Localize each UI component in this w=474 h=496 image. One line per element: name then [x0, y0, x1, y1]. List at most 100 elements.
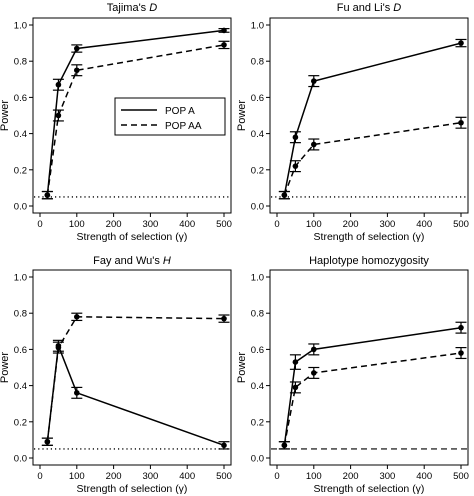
- x-tick-label: 500: [453, 471, 469, 482]
- chart-title-text: Tajima's: [107, 2, 149, 14]
- legend-label: POP A: [165, 106, 195, 117]
- x-tick-label: 400: [179, 219, 195, 230]
- y-tick-label: 0.0: [251, 454, 264, 465]
- series-line-pop-a: [283, 42, 462, 196]
- legend-label: POP AA: [165, 121, 202, 132]
- y-tick-label: 0.6: [251, 93, 264, 104]
- y-tick-label: 1.0: [14, 273, 27, 284]
- data-point: [221, 42, 227, 48]
- series-line-pop-aa: [283, 352, 462, 446]
- data-point: [221, 27, 227, 34]
- data-point: [458, 119, 464, 126]
- data-point: [74, 45, 80, 52]
- y-tick-label: 0.0: [14, 202, 27, 213]
- data-point: [74, 390, 80, 396]
- y-tick-label: 0.6: [14, 93, 27, 104]
- data-point: [311, 141, 317, 148]
- data-point: [281, 192, 288, 198]
- data-point: [292, 359, 299, 365]
- y-axis-label: Power: [236, 100, 248, 132]
- series-line-pop-aa: [283, 121, 462, 196]
- x-tick-label: 100: [306, 219, 322, 230]
- x-tick-label: 100: [69, 471, 85, 482]
- data-point: [44, 438, 51, 445]
- x-tick-label: 400: [179, 471, 195, 482]
- y-tick-label: 0.8: [14, 57, 27, 68]
- x-tick-label: 0: [274, 219, 279, 230]
- y-tick-label: 0.4: [251, 129, 264, 140]
- x-tick-label: 500: [216, 219, 232, 230]
- y-tick-label: 1.0: [251, 273, 264, 284]
- chart-title-text: Fay and Wu's: [93, 255, 163, 267]
- x-tick-label: 200: [343, 471, 359, 482]
- plot-frame: [32, 17, 232, 214]
- y-axis-label: Power: [0, 352, 11, 384]
- data-point: [44, 192, 51, 198]
- y-tick-label: 1.0: [14, 21, 27, 32]
- x-tick-label: 200: [106, 219, 122, 230]
- y-tick-label: 0.4: [251, 381, 264, 392]
- x-axis-label: Strength of selection (γ): [77, 231, 188, 243]
- y-tick-label: 0.2: [14, 165, 27, 176]
- y-tick-label: 0.2: [14, 417, 27, 428]
- x-tick-label: 200: [343, 219, 359, 230]
- y-tick-label: 0.0: [14, 454, 27, 465]
- data-point: [55, 112, 62, 119]
- y-tick-label: 0.8: [251, 309, 264, 320]
- chart-title-italic: H: [163, 255, 171, 267]
- chart-title: Tajima's D: [107, 2, 157, 14]
- x-tick-label: 0: [37, 219, 42, 230]
- x-tick-label: 500: [453, 219, 469, 230]
- data-point: [292, 384, 299, 391]
- chart-panel-1: Tajima's D 0.0 0.2 0.4 0.6 0.8 1.0 0 100 200 300 40…: [0, 2, 232, 243]
- y-tick-label: 0.2: [251, 417, 264, 428]
- y-tick-label: 0.4: [14, 129, 27, 140]
- y-tick-label: 0.4: [14, 381, 27, 392]
- x-tick-label: 300: [142, 219, 158, 230]
- data-point: [74, 314, 80, 320]
- x-axis-label: Strength of selection (γ): [77, 483, 188, 495]
- data-point: [458, 40, 464, 46]
- x-axis-label: Strength of selection (γ): [314, 231, 425, 243]
- x-tick-label: 0: [37, 471, 42, 482]
- chart-title: Fay and Wu's H: [93, 255, 171, 267]
- chart-title-italic: D: [393, 2, 401, 14]
- series-line-pop-a: [46, 345, 225, 447]
- y-axis-label: Power: [236, 352, 248, 384]
- chart-panel-2: Fu and Li's D 0.0 0.2 0.4 0.6 0.8 1.0 0 100 200 30…: [236, 2, 469, 243]
- data-point: [292, 134, 299, 141]
- data-point: [281, 442, 288, 449]
- series-line-pop-aa: [46, 316, 225, 442]
- chart-title: Haplotype homozygosity: [309, 255, 429, 267]
- series-line-pop-a: [283, 326, 462, 446]
- x-tick-label: 300: [379, 219, 395, 230]
- chart-title-text: Haplotype homozygosity: [309, 255, 429, 267]
- x-tick-label: 0: [274, 471, 279, 482]
- chart-panel-3: Fay and Wu's H 0.0 0.2 0.4 0.6 0.8 1.0 0 100 200 3…: [0, 255, 232, 495]
- x-tick-label: 500: [216, 471, 232, 482]
- plot-frame: [32, 269, 232, 466]
- x-tick-label: 100: [69, 219, 85, 230]
- y-tick-label: 1.0: [251, 21, 264, 32]
- data-point: [74, 67, 80, 74]
- chart-title-text: Fu and Li's: [337, 2, 394, 14]
- y-tick-label: 0.0: [251, 202, 264, 213]
- x-tick-label: 300: [379, 471, 395, 482]
- y-tick-label: 0.2: [251, 165, 264, 176]
- data-point: [55, 81, 62, 88]
- data-point: [292, 163, 299, 169]
- series-line-pop-aa: [46, 44, 225, 196]
- data-point: [311, 78, 317, 84]
- chart-title-italic: D: [149, 2, 157, 14]
- y-tick-label: 0.8: [251, 57, 264, 68]
- data-point: [55, 344, 62, 351]
- x-tick-label: 200: [106, 471, 122, 482]
- x-tick-label: 100: [306, 471, 322, 482]
- y-axis-label: Power: [0, 100, 11, 132]
- plot-frame: [269, 17, 469, 214]
- data-point: [458, 324, 464, 331]
- x-tick-label: 400: [416, 471, 432, 482]
- x-tick-label: 400: [416, 219, 432, 230]
- legend: POP A POP AA: [114, 97, 226, 136]
